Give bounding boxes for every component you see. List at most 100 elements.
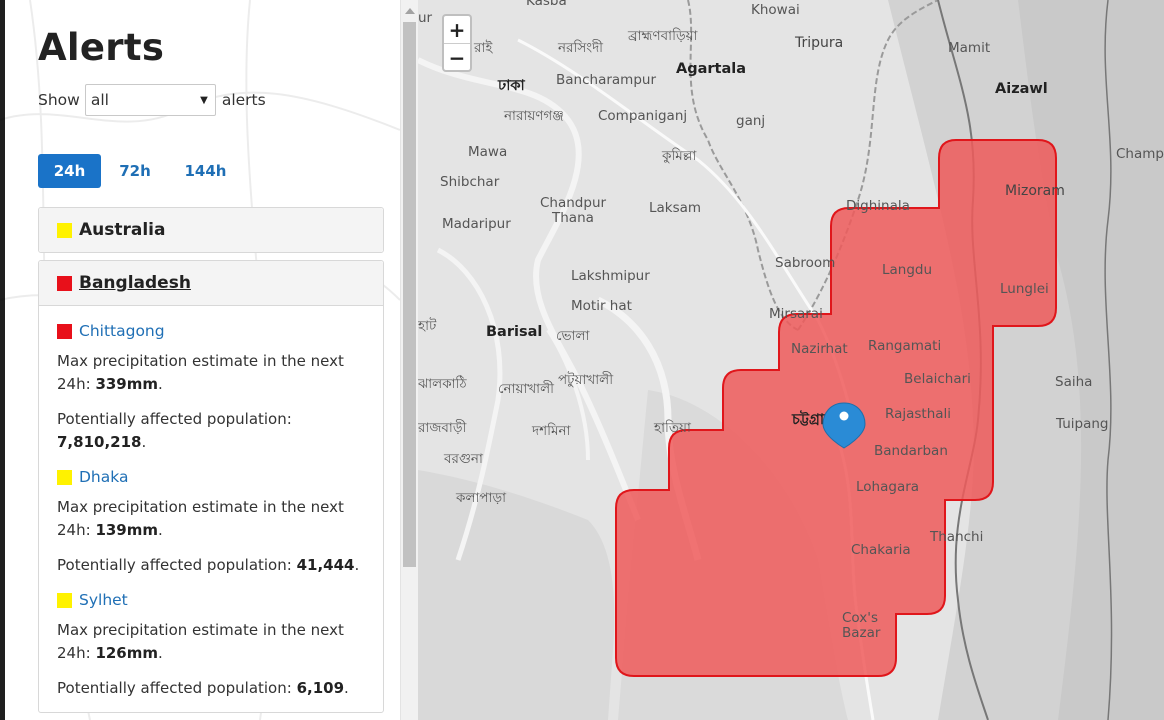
map-label: বরগুনা	[443, 451, 484, 467]
affected-population: Potentially affected population: 7,810,2…	[57, 410, 292, 451]
region-link-dhaka[interactable]: Dhaka	[79, 468, 129, 486]
map-label: Mawa	[468, 144, 507, 160]
precip-estimate: Max precipitation estimate in the next 2…	[57, 498, 344, 539]
map-label: Rangamati	[868, 338, 941, 354]
map-label: Agartala	[676, 61, 746, 77]
map-label: হাতিয়া	[653, 419, 692, 436]
map-label: Lakshmipur	[571, 268, 650, 284]
map-label: Bandarban	[874, 443, 948, 459]
country-regions: Chittagong Max precipitation estimate in…	[39, 306, 383, 700]
tab-72h[interactable]: 72h	[119, 162, 151, 180]
population-value: 6,109	[296, 679, 345, 697]
map-label: ভোলা	[556, 328, 591, 344]
map-label: Dighinala	[846, 198, 910, 214]
map-label: Tripura	[794, 35, 843, 51]
map-label: Sabroom	[775, 255, 835, 271]
affected-population: Potentially affected population: 6,109.	[57, 679, 349, 697]
map-label: Saiha	[1055, 374, 1092, 390]
alert-level-red-icon	[57, 324, 72, 339]
region-link-chittagong[interactable]: Chittagong	[79, 322, 165, 340]
map-label: রাজবাড়ী	[418, 419, 467, 436]
map-label: Thanchi	[929, 529, 983, 545]
alerts-panel: Alerts Show all ▼ alerts 24h 72h 144h Au…	[5, 0, 400, 720]
country-header-australia[interactable]: Australia	[39, 208, 383, 252]
map-label: Lohagara	[856, 479, 919, 495]
page-title: Alerts	[38, 26, 165, 69]
alert-level-yellow-icon	[57, 470, 72, 485]
country-header-bangladesh[interactable]: Bangladesh	[39, 261, 383, 306]
country-name: Bangladesh	[79, 273, 191, 293]
map-label: ur	[418, 10, 433, 26]
alert-filter-select[interactable]: all ▼	[84, 84, 216, 116]
alerts-sidebar: Alerts Show all ▼ alerts 24h 72h 144h Au…	[0, 0, 418, 720]
map-label: Nazirhat	[791, 341, 848, 357]
map-label: Chandpur	[540, 195, 607, 211]
alert-filter-value: all	[90, 91, 109, 109]
map-label: Bazar	[842, 625, 881, 641]
zoom-out-button[interactable]: −	[448, 45, 466, 70]
region-item: Sylhet Max precipitation estimate in the…	[57, 589, 365, 700]
country-card-australia: Australia	[38, 207, 384, 253]
zoom-control: + −	[442, 14, 472, 72]
map-label: ব্রাহ্মণবাড়িয়া	[627, 27, 699, 44]
map-label: Lunglei	[1000, 281, 1049, 297]
map-label: হাট	[418, 317, 437, 334]
map-label: ganj	[736, 113, 765, 129]
scroll-up-icon[interactable]	[405, 8, 415, 14]
sidebar-scrollbar[interactable]	[400, 0, 418, 720]
map-label: Aizawl	[995, 81, 1048, 97]
map-label: পটুয়াখালী	[558, 371, 614, 388]
country-card-bangladesh: Bangladesh Chittagong Max precipitation …	[38, 260, 384, 713]
map-label: Mizoram	[1005, 183, 1065, 199]
chevron-down-icon: ▼	[200, 94, 208, 106]
filter-suffix: alerts	[221, 91, 266, 109]
region-item: Dhaka Max precipitation estimate in the …	[57, 466, 365, 577]
precip-estimate: Max precipitation estimate in the next 2…	[57, 621, 344, 662]
map-label: Companiganj	[598, 108, 687, 124]
scrollbar-thumb[interactable]	[403, 22, 416, 567]
affected-population: Potentially affected population: 41,444.	[57, 556, 360, 574]
map-label: Shibchar	[440, 174, 500, 190]
precip-value: 139mm	[95, 521, 159, 539]
map-view[interactable]: Kasba ur Khowai Tripura Mamit Agartala A…	[418, 0, 1164, 720]
map-label: নারায়ণগঞ্জ	[503, 108, 564, 124]
map-label: Bancharampur	[556, 72, 656, 88]
population-value: 41,444	[296, 556, 355, 574]
map-label: Kasba	[526, 0, 567, 9]
filter-prefix: Show	[38, 91, 80, 109]
tab-144h[interactable]: 144h	[184, 162, 227, 180]
map-label: Madaripur	[442, 216, 511, 232]
map-label: Mamit	[948, 40, 990, 56]
precip-estimate: Max precipitation estimate in the next 2…	[57, 352, 344, 393]
map-label: রাই	[473, 39, 493, 56]
map-label: Barisal	[486, 324, 542, 340]
region-item: Chittagong Max precipitation estimate in…	[57, 320, 365, 454]
alert-level-red-icon	[57, 275, 72, 291]
map-label: কুমিল্লা	[661, 147, 697, 164]
filter-row: Show all ▼ alerts	[38, 84, 266, 116]
map-label: ঢাকা	[497, 78, 526, 94]
map-label: Cox's	[842, 610, 878, 626]
precip-value: 126mm	[95, 644, 159, 662]
zoom-in-button[interactable]: +	[444, 16, 470, 44]
map-canvas[interactable]: Kasba ur Khowai Tripura Mamit Agartala A…	[418, 0, 1164, 720]
map-label: নোয়াখালী	[498, 380, 555, 397]
map-label: কলাপাড়া	[455, 490, 507, 506]
map-label: Khowai	[751, 2, 800, 18]
country-name: Australia	[79, 220, 166, 240]
map-label: Langdu	[882, 262, 932, 278]
map-label: Mirsarai	[769, 306, 823, 322]
map-label: নরসিংদী	[557, 39, 604, 56]
region-link-sylhet[interactable]: Sylhet	[79, 591, 128, 609]
precip-value: 339mm	[95, 375, 159, 393]
map-label: Tuipang	[1055, 416, 1108, 432]
map-label: Belaichari	[904, 371, 971, 387]
map-label: Chakaria	[851, 542, 911, 558]
map-label: Champ	[1116, 146, 1164, 162]
window-edge	[0, 0, 5, 720]
map-label: ঝালকাঠি	[418, 375, 467, 392]
tab-24h[interactable]: 24h	[38, 154, 101, 188]
population-value: 7,810,218	[57, 433, 142, 451]
map-marker-pin[interactable]	[822, 402, 866, 449]
map-label: Rajasthali	[885, 406, 951, 422]
